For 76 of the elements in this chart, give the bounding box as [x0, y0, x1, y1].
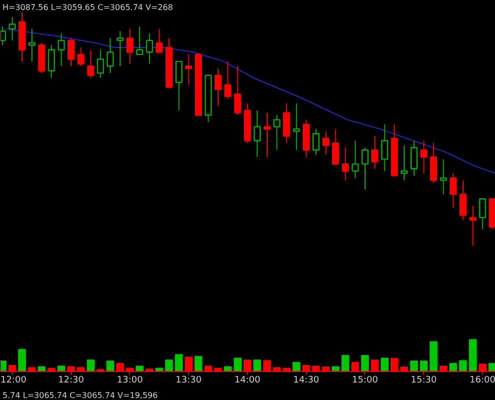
- candlestick: [312, 128, 320, 156]
- candlestick: [440, 158, 447, 195]
- candlestick: [332, 128, 340, 165]
- x-tick-label: 15:00: [352, 376, 378, 386]
- x-tick-label: 12:30: [58, 376, 84, 386]
- bar: [430, 341, 438, 372]
- candlestick: [156, 28, 163, 53]
- x-tick-label: 14:00: [234, 376, 261, 386]
- candlestick: [292, 102, 300, 150]
- candlestick: [459, 180, 466, 220]
- candlestick: [77, 46, 84, 67]
- text: H=3087.56 L=3059.65 C=3065.74 V=268: [2, 3, 173, 12]
- candlestick: [146, 32, 154, 64]
- candlestick: [420, 140, 428, 174]
- x-tick-label: 14:30: [293, 376, 320, 386]
- candlestick: [352, 140, 359, 178]
- bar: [341, 355, 350, 372]
- bar: [194, 356, 202, 372]
- candlestick: [68, 38, 75, 67]
- bar: [165, 360, 173, 372]
- bar: [174, 354, 183, 372]
- x-tick-label: 15:30: [410, 376, 438, 386]
- text: 5.74 L=3065.74 C=3065.74 V=19,596: [2, 391, 158, 400]
- bar: [106, 360, 114, 372]
- candlestick: [28, 28, 36, 62]
- candlestick: [430, 142, 438, 184]
- candlestick: [273, 114, 280, 150]
- x-tick-label: 13:00: [116, 376, 144, 386]
- candlestick: [214, 68, 222, 106]
- bar: [420, 360, 428, 372]
- candlestick: [479, 198, 486, 230]
- bar: [18, 348, 26, 372]
- candlestick: [371, 135, 378, 170]
- candlestick: [381, 124, 388, 172]
- candlestick: [254, 110, 261, 158]
- bar: [224, 366, 232, 372]
- candlestick: [450, 172, 457, 209]
- candlestick: [58, 32, 65, 67]
- candlestick: [283, 102, 290, 144]
- candlestick: [136, 26, 144, 56]
- bar: [449, 363, 458, 372]
- bar: [361, 355, 369, 372]
- candlestick: [106, 38, 114, 74]
- x-tick-label: 16:00: [470, 376, 495, 386]
- candlestick: [469, 205, 476, 246]
- candlestick: [264, 112, 271, 158]
- candlestick: [185, 54, 192, 86]
- x-tick-label: 12:00: [0, 376, 27, 386]
- candlestick: [116, 30, 124, 67]
- candlestick: [126, 28, 134, 64]
- bar: [86, 360, 95, 372]
- candlestick: [175, 60, 182, 111]
- bar: [468, 339, 477, 372]
- candlestick: [8, 16, 16, 41]
- candlestick: [87, 49, 94, 78]
- candlestick: [361, 147, 369, 190]
- bar: [410, 360, 418, 372]
- bar: [332, 366, 340, 372]
- candlestick: [400, 144, 408, 181]
- candlestick: [322, 130, 330, 156]
- bar: [459, 360, 467, 372]
- candlestick: [234, 66, 242, 116]
- bar: [234, 358, 242, 372]
- candlestick: [410, 140, 418, 176]
- bar: [38, 366, 46, 372]
- x-tick-label: 13:30: [176, 376, 202, 386]
- bar: [253, 360, 262, 372]
- bar: [292, 362, 300, 372]
- candlestick: [342, 147, 349, 181]
- bar: [380, 358, 389, 372]
- candlestick: [96, 49, 104, 78]
- candlestick: [48, 44, 55, 78]
- candlestick: [224, 60, 232, 100]
- bar: [488, 363, 495, 372]
- bar: [57, 366, 66, 372]
- bar: [136, 366, 144, 372]
